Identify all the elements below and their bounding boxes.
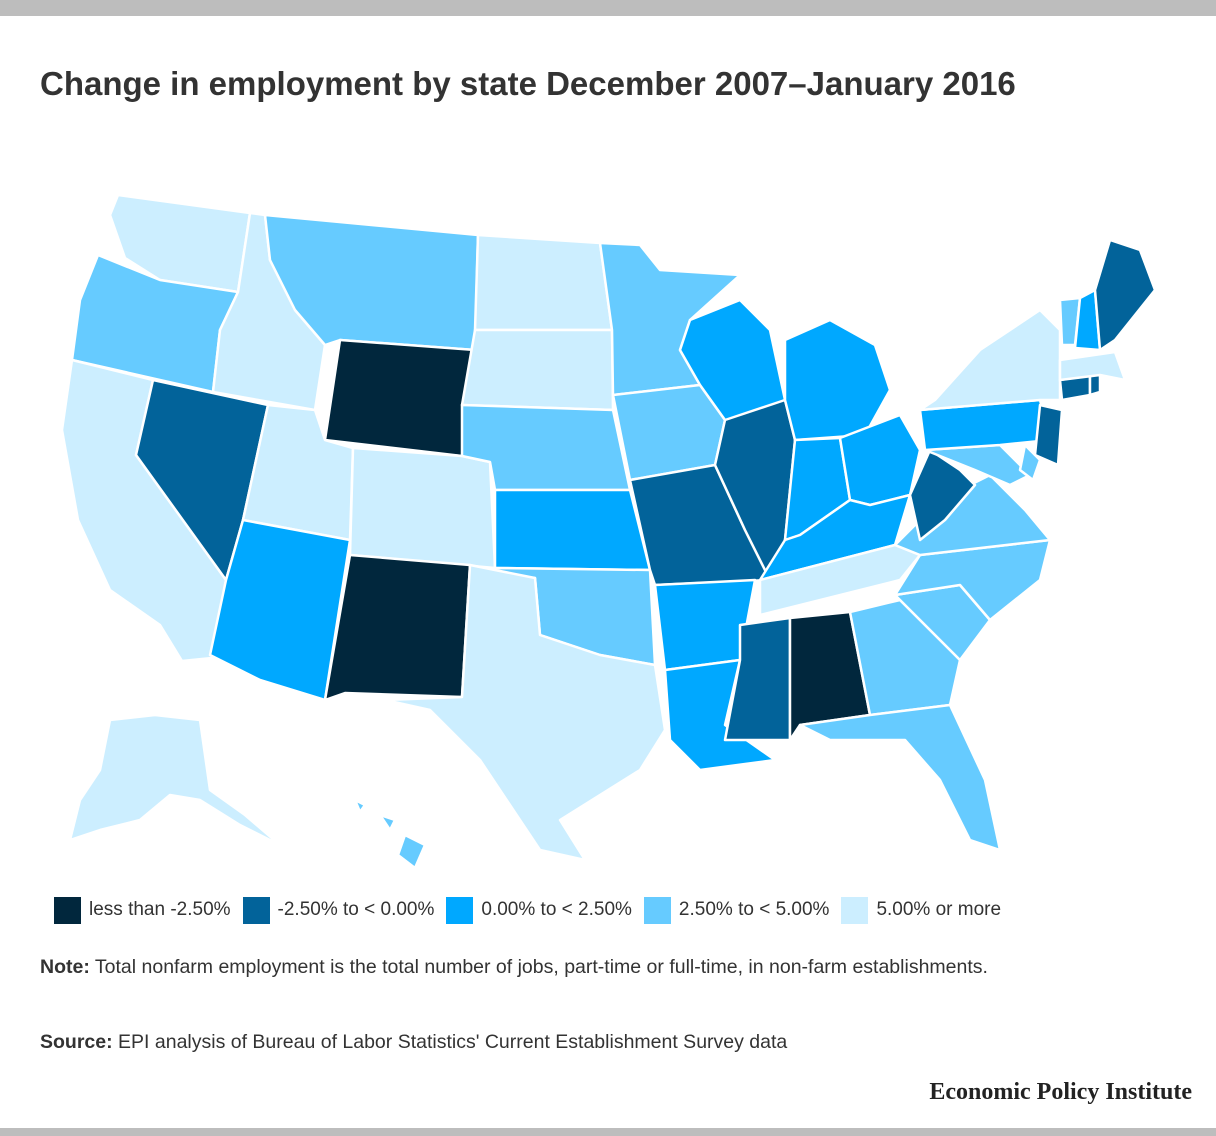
state-wy (323, 338, 477, 458)
state-nd (473, 233, 614, 332)
legend-item-2: 0.00% to < 2.50% (446, 896, 632, 924)
legend-item-4: 5.00% or more (841, 896, 1002, 924)
state-tn (758, 543, 922, 617)
top-border (0, 0, 1216, 16)
state-tx (383, 563, 667, 862)
legend-label-1: -2.50% to < 0.00% (277, 899, 435, 920)
legend-item-0: less than -2.50% (54, 896, 231, 924)
note-label: Note: (40, 956, 90, 978)
legend-label-3: 2.50% to < 5.00% (678, 899, 830, 920)
note-text: Total nonfarm employment is the total nu… (89, 956, 988, 978)
legend-item-3: 2.50% to < 5.00% (643, 896, 830, 924)
legend-swatch-0 (54, 896, 81, 924)
state-mi (783, 318, 892, 442)
state-ga (848, 598, 962, 717)
state-ny (918, 308, 1062, 412)
legend-swatch-3 (643, 896, 671, 924)
state-ri (1088, 373, 1102, 397)
state-fl (798, 703, 1002, 852)
note: Note: Total nonfarm employment is the to… (40, 952, 1170, 982)
chart-title: Change in employment by state December 2… (40, 65, 1016, 102)
source: Source: EPI analysis of Bureau of Labor … (40, 1027, 1170, 1057)
source-text: EPI analysis of Bureau of Labor Statisti… (112, 1031, 788, 1053)
legend-swatch-1 (242, 896, 270, 924)
legend-label-2: 0.00% to < 2.50% (481, 899, 632, 920)
brand-logo-text: Economic Policy Institute (929, 1079, 1192, 1105)
legend-swatch-4 (841, 896, 869, 924)
state-co (348, 446, 497, 570)
bottom-border (0, 1128, 1216, 1136)
state-nm (323, 553, 472, 702)
legend-item-1: -2.50% to < 0.00% (242, 896, 435, 924)
legend-label-0: less than -2.50% (89, 899, 231, 920)
us-map (60, 193, 1157, 870)
state-ks (493, 488, 652, 572)
legend-label-4: 5.00% or more (876, 899, 1002, 920)
state-ms (723, 616, 792, 742)
state-me (1093, 238, 1157, 352)
state-az (208, 518, 352, 702)
state-hi (353, 798, 427, 870)
state-ak (68, 713, 282, 847)
source-label: Source: (40, 1031, 113, 1053)
state-sd (460, 328, 615, 412)
legend-swatch-2 (446, 896, 474, 924)
state-ma (1058, 350, 1127, 382)
state-nj (1033, 403, 1064, 467)
legend: less than -2.50% -2.50% to < 0.00% 0.00%… (54, 895, 1013, 925)
